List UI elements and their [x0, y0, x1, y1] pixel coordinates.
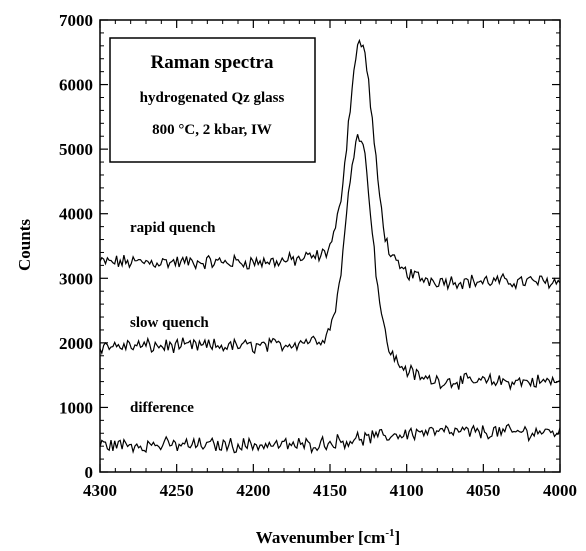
series-line-difference: [99, 423, 561, 455]
y-tick-label: 0: [85, 463, 94, 482]
y-tick-label: 4000: [59, 205, 93, 224]
x-axis-title-end: ]: [395, 528, 401, 547]
x-tick-label: 4000: [543, 481, 577, 500]
x-tick-label: 4200: [236, 481, 270, 500]
legend-title: Raman spectra: [151, 52, 274, 73]
series-label-rapid-quench: rapid quench: [130, 220, 216, 236]
y-axis: 0 1000 2000 3000 4000 5000 6000 7000: [59, 11, 560, 482]
y-tick-label: 6000: [59, 76, 93, 95]
series-label-slow-quench: slow quench: [130, 315, 209, 331]
x-tick-label: 4100: [390, 481, 424, 500]
legend-box-frame: [109, 37, 316, 163]
y-tick-label: 5000: [59, 140, 93, 159]
y-tick-label: 7000: [59, 11, 93, 30]
series-line-rapid-quench: [99, 38, 561, 291]
x-axis: 4300 4250 4200 4150 4100 4050 4000: [83, 20, 577, 500]
legend-line-1: hydrogenated Qz glass: [140, 90, 285, 106]
series-line-slow-quench: [99, 134, 561, 392]
y-tick-label: 2000: [59, 334, 93, 353]
y-tick-label: 1000: [59, 398, 93, 417]
legend-box: Raman spectra hydrogenated Qz glass 800 …: [109, 37, 316, 163]
x-tick-label: 4250: [160, 481, 194, 500]
y-axis-title: Counts: [15, 219, 34, 271]
y-tick-label: 3000: [59, 269, 93, 288]
x-axis-title-main: Wavenumber [cm: [256, 528, 386, 547]
x-tick-label: 4300: [83, 481, 117, 500]
x-axis-title-sup: -1: [385, 527, 394, 539]
series-label-difference: difference: [130, 400, 194, 416]
x-axis-title: Wavenumber [cm-1]: [256, 527, 400, 547]
legend-line-2: 800 °C, 2 kbar, IW: [152, 122, 272, 138]
series-layer: [99, 38, 561, 455]
x-tick-label: 4150: [313, 481, 347, 500]
x-tick-label: 4050: [466, 481, 500, 500]
